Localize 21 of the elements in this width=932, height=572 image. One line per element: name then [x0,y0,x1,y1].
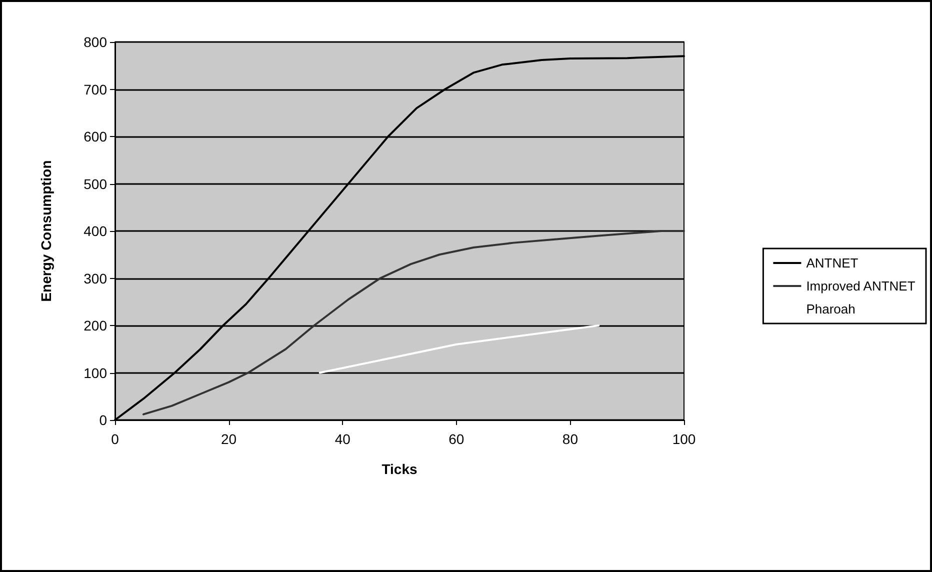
x-axis-title: Ticks [382,461,418,477]
y-tick-label: 800 [84,34,108,50]
x-tick-label: 20 [221,431,237,447]
y-tick-label: 100 [84,364,108,381]
x-tick-label: 40 [334,431,351,447]
line-series [142,230,685,416]
y-tick-label: 700 [84,81,108,98]
y-axis-title: Energy Consumption [38,160,54,302]
x-tick-label: 100 [672,431,696,447]
y-tick-label: 0 [99,412,108,428]
x-tick-label: 60 [448,431,464,447]
y-tick-label: 200 [84,318,108,334]
legend-label: Improved ANTNET [806,278,916,294]
x-tick-label: 0 [111,431,120,447]
y-tick-label: 600 [84,128,108,144]
text: Pharoah [806,302,856,316]
y-tick-label: 400 [84,223,108,239]
legend-label: ANTNET [806,256,858,270]
y-tick-label: 300 [84,270,108,286]
x-tick-label: 80 [562,431,578,447]
y-tick-label: 500 [84,176,108,192]
